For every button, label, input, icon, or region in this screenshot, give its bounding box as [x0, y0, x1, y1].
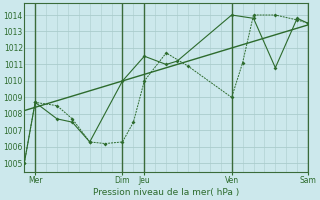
X-axis label: Pression niveau de la mer( hPa ): Pression niveau de la mer( hPa ) [93, 188, 239, 197]
